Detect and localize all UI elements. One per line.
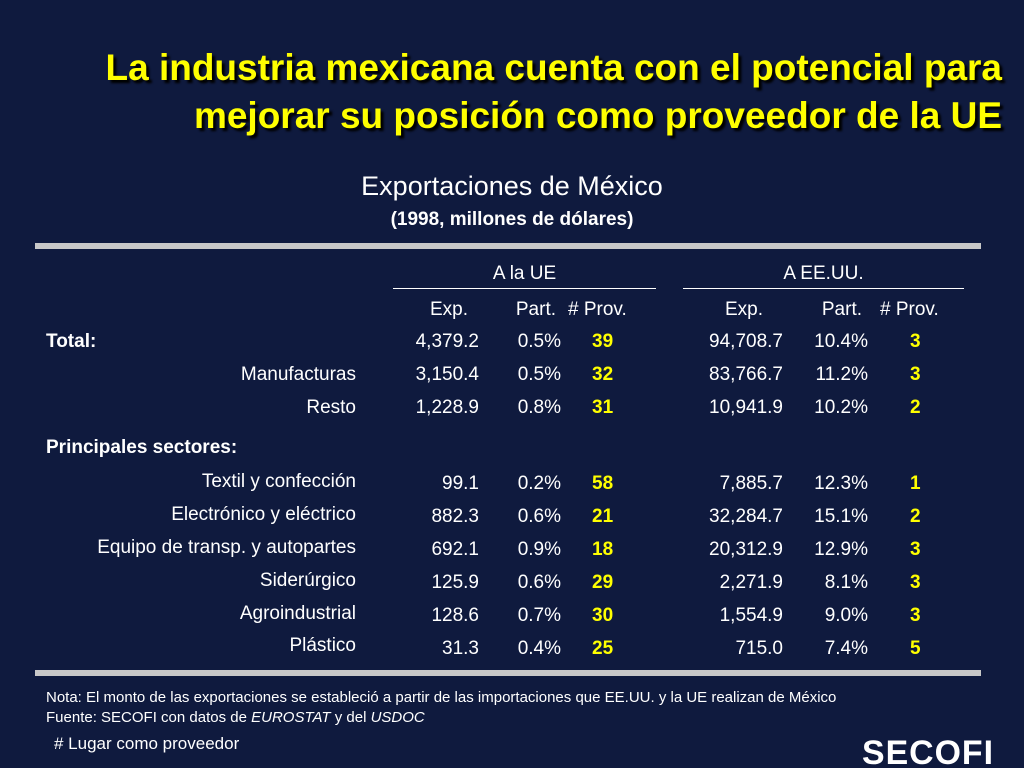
cell-us-part: 8.1% (824, 572, 868, 593)
cell-us-prov: 2 (910, 397, 921, 418)
row-label-siderurgico: Siderúrgico (259, 570, 356, 591)
cell-ue-prov: 39 (592, 331, 614, 352)
cell-ue-part: 0.6% (517, 572, 561, 593)
cell-ue-exp: 882.3 (431, 506, 479, 527)
cell-ue-prov: 58 (592, 473, 614, 494)
footnote-nota: Nota: El monto de las exportaciones se e… (46, 689, 837, 706)
secofi-logo: SECOFI (862, 734, 994, 768)
cell-us-prov: 3 (910, 539, 921, 560)
footnote-fuente-mid: y del (330, 709, 371, 726)
cell-us-prov: 3 (910, 331, 921, 352)
footnote-fuente-eurostat: EUROSTAT (251, 709, 331, 726)
cell-ue-part: 0.8% (517, 397, 561, 418)
cell-us-part: 7.4% (824, 638, 868, 659)
cell-ue-part: 0.5% (517, 364, 561, 385)
cell-ue-exp: 692.1 (431, 539, 479, 560)
cell-us-exp: 32,284.7 (709, 506, 783, 527)
cell-ue-exp: 4,379.2 (415, 331, 479, 352)
cell-us-exp: 2,271.9 (719, 572, 783, 593)
secofi-logo-text: SECOFI (862, 734, 994, 768)
cell-ue-part: 0.9% (517, 539, 561, 560)
cell-us-exp: 1,554.9 (719, 605, 783, 626)
cell-us-prov: 1 (910, 473, 921, 494)
slide-title: La industria mexicana cuenta con el pote… (22, 44, 1002, 140)
cell-us-part: 9.0% (824, 605, 868, 626)
row-label-textil: Textil y confección (201, 471, 356, 492)
cell-ue-exp: 99.1 (442, 473, 479, 494)
col-header-ue-prov: # Prov. (568, 299, 627, 320)
row-label-equipo-transp: Equipo de transp. y autopartes (97, 537, 356, 558)
cell-ue-part: 0.2% (517, 473, 561, 494)
cell-ue-part: 0.7% (517, 605, 561, 626)
footnotes: Nota: El monto de las exportaciones se e… (46, 688, 836, 728)
cell-us-part: 12.9% (814, 539, 868, 560)
cell-ue-exp: 125.9 (431, 572, 479, 593)
row-label-total: Total: (46, 331, 97, 352)
cell-us-part: 11.2% (815, 364, 868, 385)
row-label-manufacturas: Manufacturas (240, 364, 356, 385)
cell-ue-part: 0.4% (517, 638, 561, 659)
cell-ue-prov: 32 (592, 364, 614, 385)
cell-us-prov: 3 (910, 572, 921, 593)
row-label-resto: Resto (306, 397, 356, 418)
cell-ue-part: 0.6% (517, 506, 561, 527)
row-label-plastico: Plástico (289, 635, 356, 656)
cell-ue-exp: 128.6 (431, 605, 479, 626)
cell-us-exp: 94,708.7 (709, 331, 783, 352)
cell-ue-part: 0.5% (517, 331, 561, 352)
cell-us-exp: 20,312.9 (709, 539, 783, 560)
col-header-us-prov: # Prov. (880, 299, 939, 320)
cell-us-exp: 715.0 (735, 638, 783, 659)
cell-us-prov: 2 (910, 506, 921, 527)
group-header-eeuu: A EE.UU. (683, 263, 964, 289)
cell-us-prov: 3 (910, 364, 921, 385)
cell-ue-prov: 25 (592, 638, 614, 659)
cell-ue-prov: 30 (592, 605, 614, 626)
cell-us-part: 15.1% (814, 506, 868, 527)
cell-ue-exp: 3,150.4 (415, 364, 479, 385)
footnote-fuente: Fuente: SECOFI con datos de EUROSTAT y d… (46, 708, 836, 728)
cell-ue-prov: 29 (592, 572, 614, 593)
cell-ue-prov: 18 (592, 539, 614, 560)
footnote-fuente-prefix: Fuente: SECOFI con datos de (46, 709, 252, 726)
col-header-ue-exp: Exp. (429, 299, 468, 320)
table-title: Exportaciones de México (361, 171, 663, 201)
cell-us-exp: 83,766.7 (709, 364, 783, 385)
col-header-ue-part: Part. (515, 299, 556, 320)
legend-prov: # Lugar como proveedor (54, 734, 240, 753)
section-label-principales: Principales sectores: (46, 437, 238, 458)
table-units: (1998, millones de dólares) (390, 209, 634, 230)
cell-us-prov: 5 (910, 638, 921, 659)
cell-ue-prov: 21 (592, 506, 614, 527)
group-header-ue: A la UE (393, 263, 656, 289)
slide-title-line2: mejorar su posición como proveedor de la… (193, 95, 1002, 136)
cell-us-part: 12.3% (814, 473, 868, 494)
col-header-us-exp: Exp. (724, 299, 763, 320)
cell-us-exp: 7,885.7 (719, 473, 783, 494)
slide-title-line1: La industria mexicana cuenta con el pote… (105, 47, 1002, 88)
top-rule (35, 243, 981, 249)
cell-us-prov: 3 (910, 605, 921, 626)
cell-us-part: 10.4% (814, 331, 868, 352)
bottom-rule (35, 670, 981, 676)
cell-us-part: 10.2% (814, 397, 868, 418)
col-header-us-part: Part. (821, 299, 862, 320)
footnote-fuente-usdoc: USDOC (370, 709, 425, 726)
row-label-electronico: Electrónico y eléctrico (171, 504, 356, 525)
cell-ue-exp: 1,228.9 (415, 397, 479, 418)
row-label-agroindustrial: Agroindustrial (239, 603, 356, 624)
cell-ue-exp: 31.3 (442, 638, 479, 659)
cell-ue-prov: 31 (592, 397, 614, 418)
cell-us-exp: 10,941.9 (709, 397, 783, 418)
